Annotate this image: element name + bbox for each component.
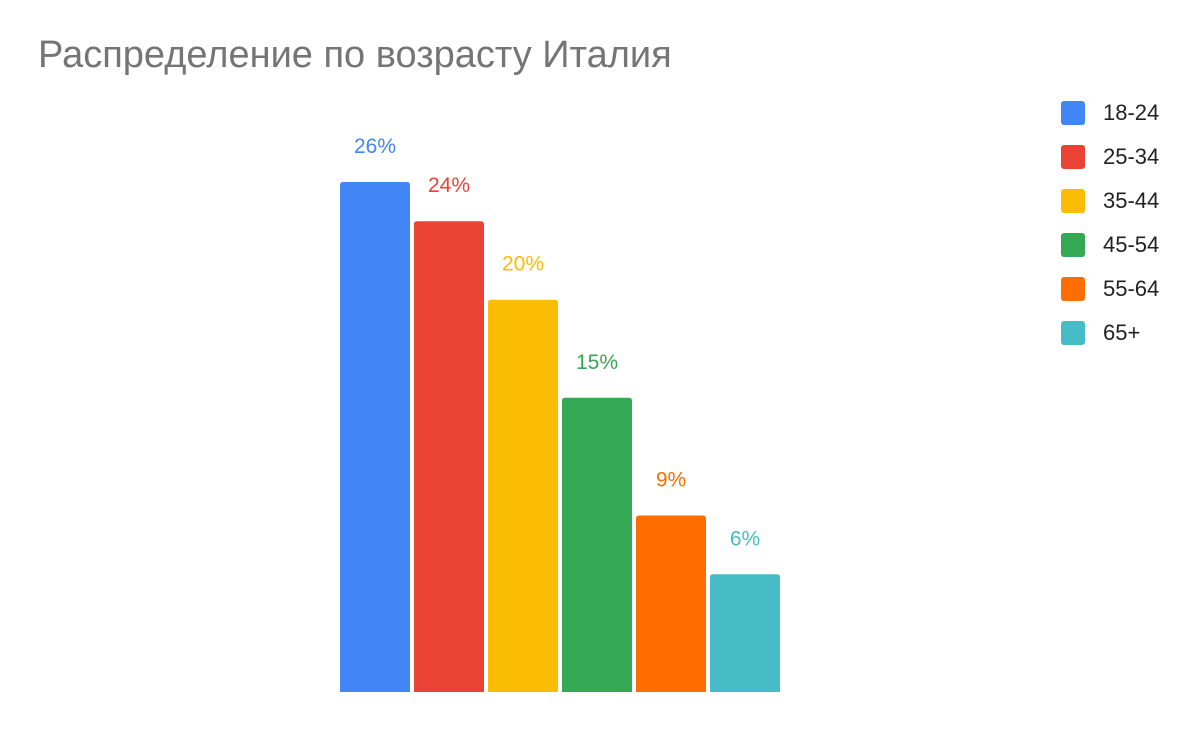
legend-item-55-64: 55-64 bbox=[1061, 276, 1159, 302]
legend-item-35-44: 35-44 bbox=[1061, 188, 1159, 214]
legend-swatch bbox=[1061, 321, 1085, 345]
bars-group bbox=[340, 182, 780, 692]
legend-swatch bbox=[1061, 233, 1085, 257]
legend-item-45-54: 45-54 bbox=[1061, 232, 1159, 258]
legend-swatch bbox=[1061, 189, 1085, 213]
bar-18-24 bbox=[340, 182, 410, 692]
data-label-45-54: 15% bbox=[576, 351, 618, 374]
legend-item-25-34: 25-34 bbox=[1061, 144, 1159, 170]
legend-label: 55-64 bbox=[1103, 276, 1160, 301]
data-label-35-44: 20% bbox=[502, 253, 544, 276]
chart-title: Распределение по возрасту Италия bbox=[38, 34, 672, 76]
legend-swatch bbox=[1061, 145, 1085, 169]
bar-25-34 bbox=[414, 221, 484, 692]
bar-45-54 bbox=[562, 397, 632, 692]
legend-item-18-24: 18-24 bbox=[1061, 100, 1159, 126]
legend-label: 25-34 bbox=[1103, 144, 1160, 169]
data-label-55-64: 9% bbox=[656, 468, 686, 491]
data-labels-group: 26% 24% 20% 15% 9% 6% bbox=[354, 135, 760, 550]
legend-label: 35-44 bbox=[1103, 188, 1160, 213]
bar-55-64 bbox=[636, 515, 706, 692]
legend-label: 18-24 bbox=[1103, 100, 1160, 125]
legend-item-65+: 65+ bbox=[1061, 320, 1159, 346]
bar-35-44 bbox=[488, 299, 558, 692]
data-label-65+: 6% bbox=[730, 527, 760, 550]
data-label-18-24: 26% bbox=[354, 135, 396, 158]
data-label-25-34: 24% bbox=[428, 174, 470, 197]
bar-65+ bbox=[710, 574, 780, 692]
legend-swatch bbox=[1061, 277, 1085, 301]
legend-label: 65+ bbox=[1103, 320, 1141, 345]
legend-swatch bbox=[1061, 101, 1085, 125]
legend-label: 45-54 bbox=[1103, 232, 1160, 257]
legend: 18-24 25-34 35-44 45-54 55-64 65+ bbox=[1061, 100, 1159, 364]
